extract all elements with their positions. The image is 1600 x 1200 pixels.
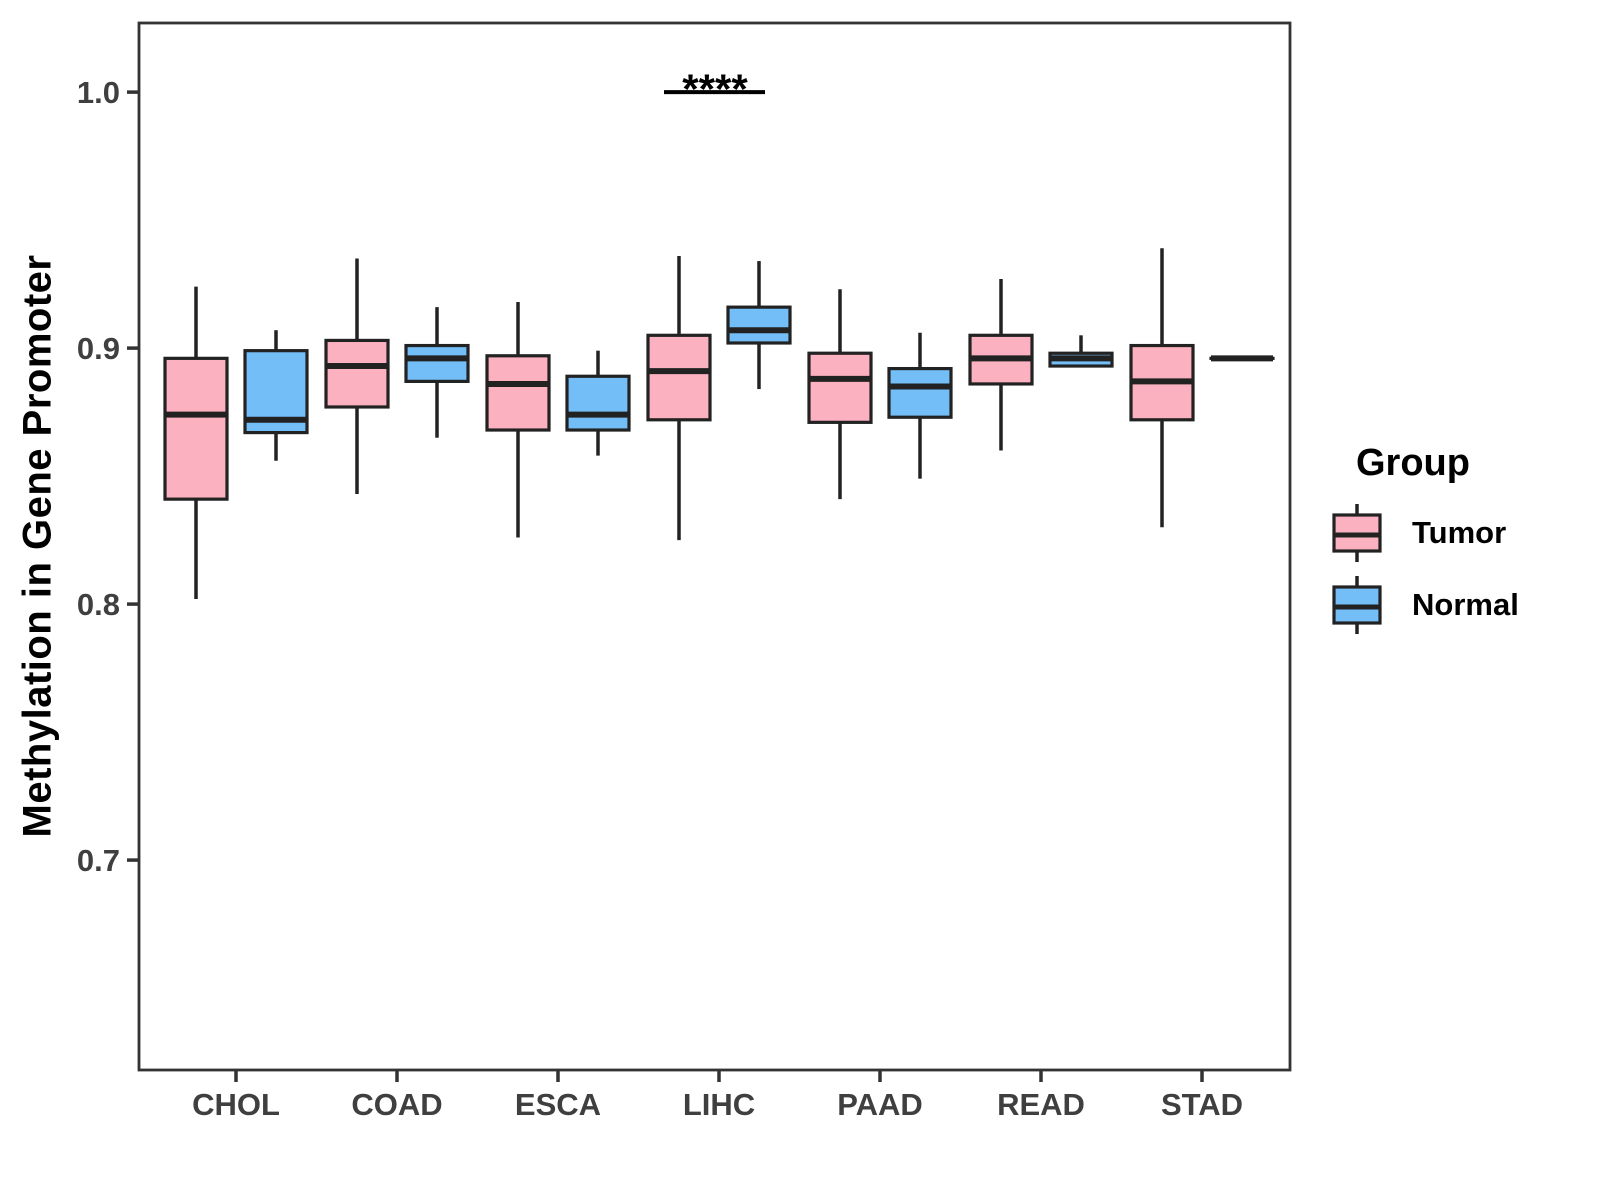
x-axis-tick-label-paad: PAAD bbox=[837, 1087, 923, 1122]
legend: Group Tumor Normal bbox=[1328, 442, 1588, 637]
legend-key-tumor-boxplot-icon bbox=[1332, 504, 1382, 562]
x-axis-tick-label-coad: COAD bbox=[351, 1087, 442, 1122]
x-axis-tick-label-read: READ bbox=[997, 1087, 1085, 1122]
box-lihc-tumor bbox=[646, 255, 712, 541]
y-axis-tick-label: 0.8 bbox=[77, 587, 120, 622]
box-coad-tumor bbox=[324, 258, 390, 495]
y-axis-tick-label: 0.7 bbox=[77, 843, 120, 878]
box-paad-normal bbox=[887, 332, 953, 479]
box-paad-tumor bbox=[807, 289, 873, 500]
box-esca-tumor bbox=[485, 302, 551, 538]
x-axis-tick-label-chol: CHOL bbox=[192, 1087, 280, 1122]
y-axis-tick-label: 0.9 bbox=[77, 331, 120, 366]
legend-key-normal-boxplot-icon bbox=[1332, 576, 1382, 634]
x-axis-tick-label-lihc: LIHC bbox=[683, 1087, 755, 1122]
box-coad-normal bbox=[404, 307, 470, 438]
panel-border bbox=[137, 21, 1292, 1072]
y-axis-tick-label: 1.0 bbox=[77, 75, 120, 110]
x-axis-tick-label-esca: ESCA bbox=[515, 1087, 601, 1122]
box-stad-tumor bbox=[1129, 248, 1195, 528]
legend-items: Tumor Normal bbox=[1328, 501, 1588, 637]
box-read-normal bbox=[1048, 335, 1114, 368]
y-axis-title: Methylation in Gene Promoter bbox=[15, 254, 60, 838]
box-lihc-normal bbox=[726, 261, 792, 390]
significance-stars-label: **** bbox=[682, 66, 748, 113]
legend-item-normal: Normal bbox=[1328, 573, 1588, 637]
box-chol-normal bbox=[243, 330, 309, 461]
box-read-tumor bbox=[968, 278, 1034, 451]
box-esca-normal bbox=[565, 350, 631, 456]
legend-title: Group bbox=[1356, 442, 1470, 484]
legend-item-label: Normal bbox=[1412, 587, 1519, 622]
legend-item-label: Tumor bbox=[1412, 515, 1507, 550]
x-axis-tick-label-stad: STAD bbox=[1161, 1087, 1243, 1122]
box-chol-tumor bbox=[163, 286, 229, 599]
legend-item-tumor: Tumor bbox=[1328, 501, 1588, 565]
